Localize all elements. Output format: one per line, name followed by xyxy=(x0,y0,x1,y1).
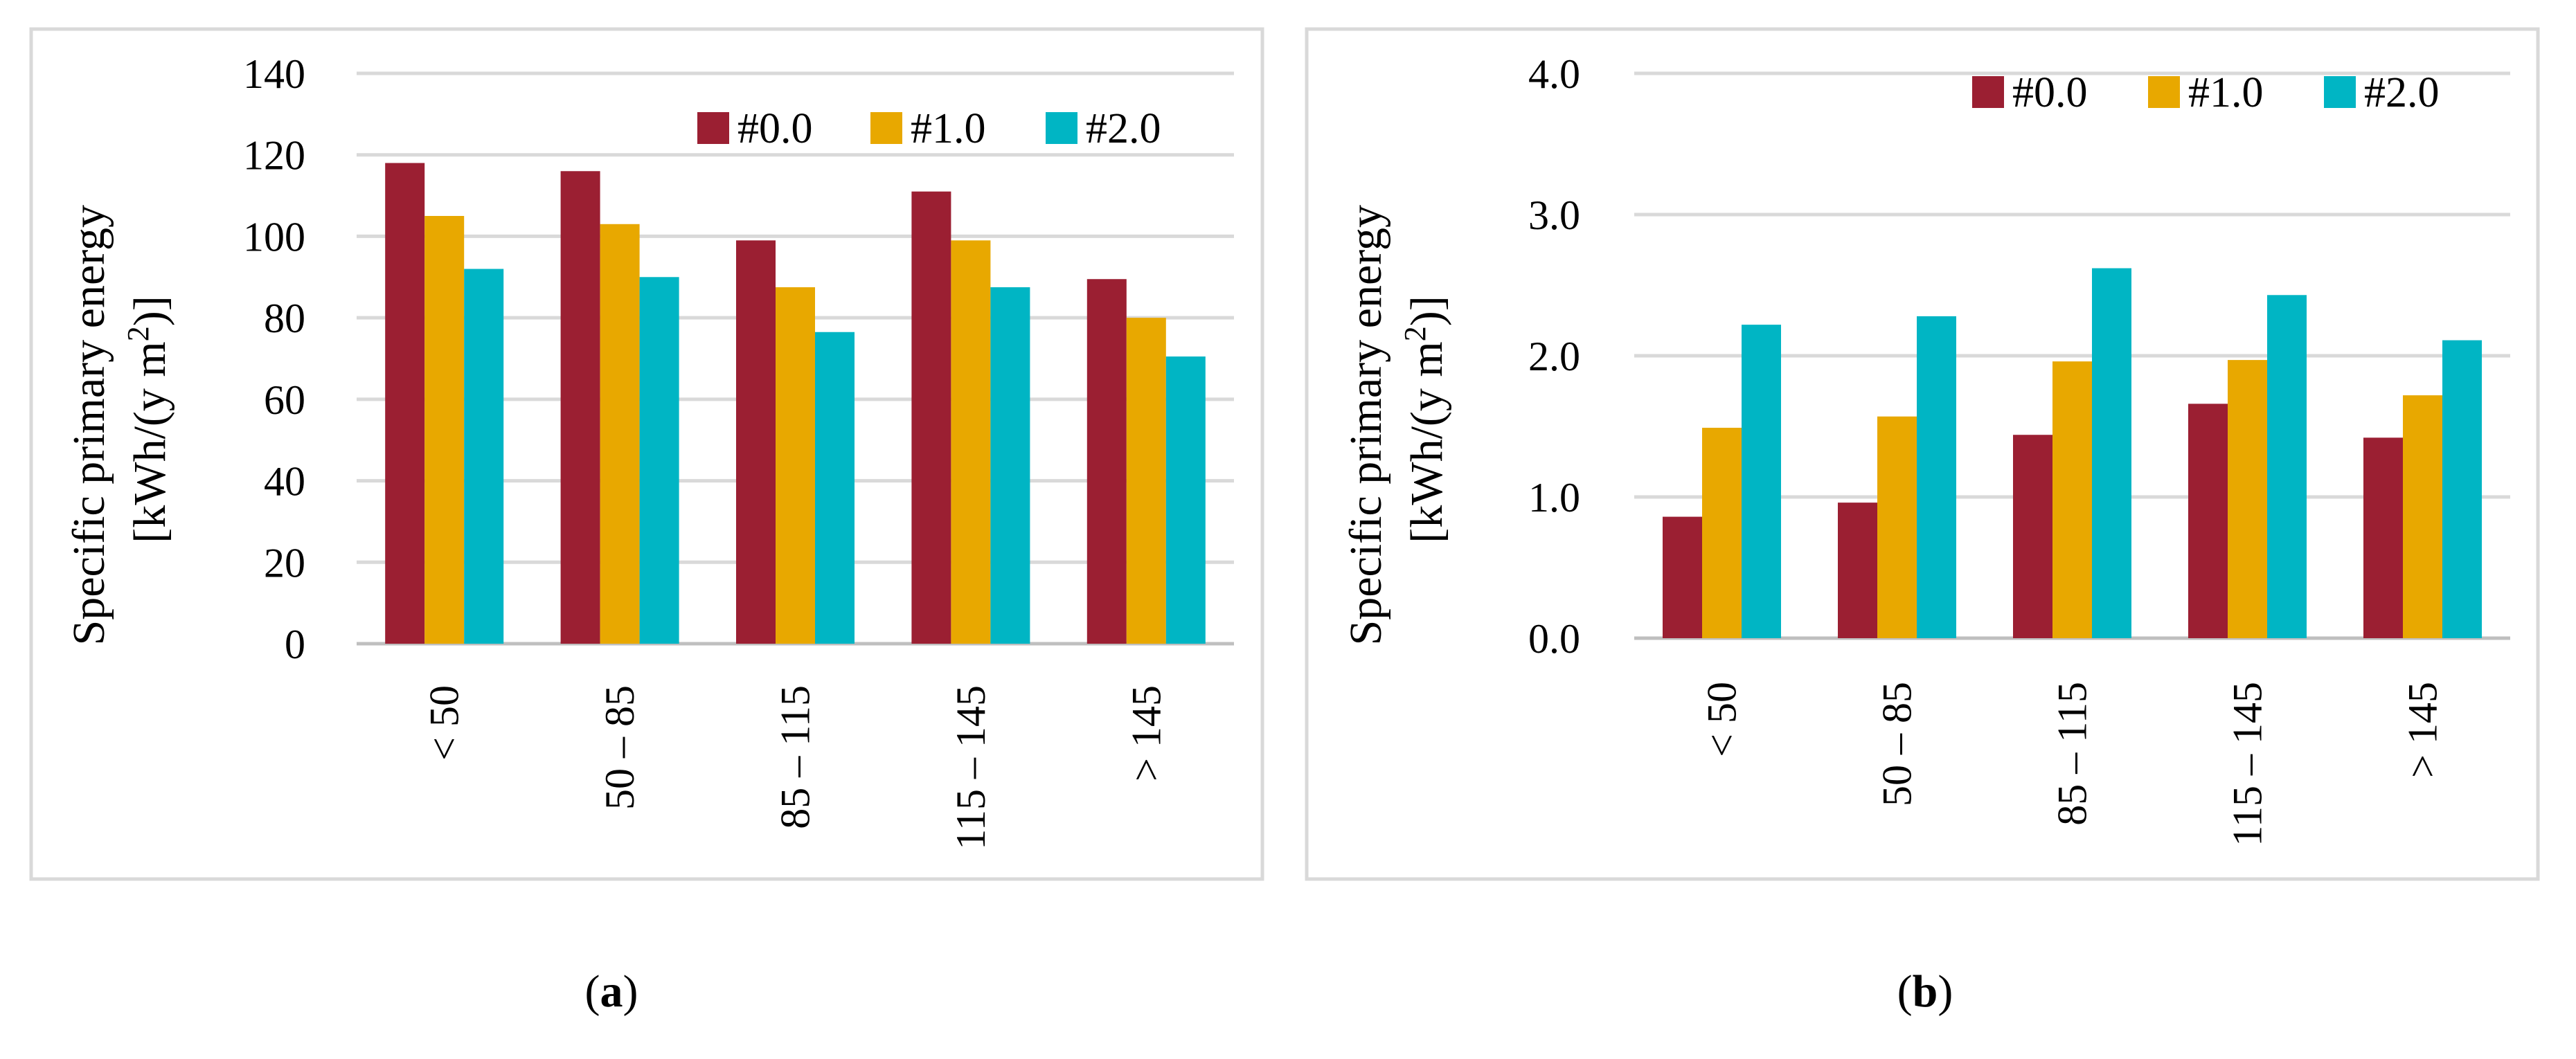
chart-b-ytick-label: 4.0 xyxy=(1528,51,1580,97)
legend-label-a-2: #2.0 xyxy=(1086,105,1161,152)
chart-a-ytick-label: 0 xyxy=(285,622,305,667)
bar-b-series-1-cat-4 xyxy=(2403,395,2442,638)
chart-a-xtick-label: 115 – 145 xyxy=(948,685,994,850)
bar-b-series-2-cat-1 xyxy=(1917,316,1956,638)
bar-a-series-1-cat-1 xyxy=(600,224,640,644)
legend-label-b-0: #0.0 xyxy=(2012,69,2088,116)
chart-b-ylabel-line1: Specific primary energy xyxy=(1341,205,1391,646)
chart-b-ytick-label: 2.0 xyxy=(1528,334,1580,379)
bar-b-series-1-cat-2 xyxy=(2052,361,2092,638)
chart-a-ylabel: Specific primary energy [kWh/(y m2)] xyxy=(64,193,175,645)
panel-label-a-letter: a xyxy=(600,966,623,1017)
chart-b-xtick-label: 50 – 85 xyxy=(1875,682,1920,806)
chart-b-ytick-label: 0.0 xyxy=(1528,616,1580,662)
chart-b-bars xyxy=(1663,268,2482,638)
bar-a-series-2-cat-0 xyxy=(464,269,504,644)
legend-label-b-2: #2.0 xyxy=(2364,69,2440,116)
chart-b-ylabel-sup: 2 xyxy=(1398,326,1432,341)
bar-a-series-2-cat-1 xyxy=(639,277,679,644)
chart-a-xtick-label: < 50 xyxy=(422,685,467,761)
bar-a-series-1-cat-0 xyxy=(424,216,465,644)
chart-a: 0 20 40 60 80 100 120 140 < 50 50 – 85 85 – 115 11… xyxy=(29,27,1264,881)
chart-b: 0.0 1.0 2.0 3.0 4.0 < 50 50 – 85 85 – 115 115 –… xyxy=(1305,27,2540,881)
chart-b-ylabel-line2-pre: [kWh/(y m xyxy=(1402,341,1452,543)
bar-a-series-0-cat-3 xyxy=(911,191,951,644)
legend-label-a-0: #0.0 xyxy=(737,105,813,152)
bar-a-series-2-cat-2 xyxy=(815,332,855,644)
chart-a-xtick-labels: < 50 50 – 85 85 – 115 115 – 145 > 145 xyxy=(422,685,1170,850)
chart-b-xtick-label: < 50 xyxy=(1699,682,1745,757)
chart-a-ylabel-line2-post: )] xyxy=(125,296,175,326)
chart-a-ylabel-line1: Specific primary energy xyxy=(64,205,114,646)
bar-b-series-0-cat-0 xyxy=(1663,516,1702,638)
bar-b-series-2-cat-2 xyxy=(2092,268,2131,638)
chart-a-ylabel-line2: [kWh/(y m2)] xyxy=(121,296,175,543)
panel-label-b: (b) xyxy=(1856,966,1994,1018)
chart-b-xtick-label: 115 – 145 xyxy=(2225,682,2271,847)
chart-a-ytick-label: 100 xyxy=(243,214,305,260)
bar-b-series-1-cat-3 xyxy=(2228,360,2267,638)
panel-label-a: (a) xyxy=(542,966,681,1018)
panel-label-b-open: ( xyxy=(1897,966,1913,1017)
chart-b-legend: #0.0 #1.0 #2.0 xyxy=(1972,69,2440,116)
chart-a-ytick-label: 120 xyxy=(243,133,305,179)
bar-a-series-1-cat-3 xyxy=(951,240,991,644)
legend-swatch-a-2 xyxy=(1046,112,1077,144)
chart-b-ytick-label: 3.0 xyxy=(1528,192,1580,238)
bar-a-series-2-cat-3 xyxy=(990,287,1030,644)
bar-a-series-1-cat-2 xyxy=(776,287,815,644)
bar-b-series-2-cat-4 xyxy=(2442,340,2482,638)
legend-swatch-b-2 xyxy=(2324,76,2356,108)
bar-a-series-2-cat-4 xyxy=(1165,356,1206,644)
chart-a-xtick-label: 50 – 85 xyxy=(597,685,643,810)
bar-a-series-0-cat-0 xyxy=(385,163,425,644)
legend-swatch-a-1 xyxy=(870,112,902,144)
legend-label-b-1: #1.0 xyxy=(2188,69,2264,116)
chart-a-ytick-labels: 0 20 40 60 80 100 120 140 xyxy=(243,51,305,667)
chart-b-xtick-label: 85 – 115 xyxy=(2050,682,2095,826)
chart-a-bars xyxy=(385,163,1206,644)
bar-b-series-0-cat-1 xyxy=(1838,503,1877,638)
bar-b-series-1-cat-1 xyxy=(1877,416,1917,638)
bar-b-series-1-cat-0 xyxy=(1702,428,1742,638)
chart-a-legend: #0.0 #1.0 #2.0 xyxy=(697,105,1161,152)
chart-a-ylabel-sup: 2 xyxy=(121,326,155,341)
chart-b-ytick-labels: 0.0 1.0 2.0 3.0 4.0 xyxy=(1528,51,1580,662)
panel-label-a-close: ) xyxy=(623,966,638,1017)
chart-a-ylabel-line2-pre: [kWh/(y m xyxy=(125,341,175,543)
bar-a-series-0-cat-2 xyxy=(736,240,776,644)
bar-b-series-0-cat-3 xyxy=(2188,404,2228,638)
chart-a-xtick-label: > 145 xyxy=(1123,685,1169,781)
chart-a-ytick-label: 40 xyxy=(264,459,305,505)
chart-a-ytick-label: 140 xyxy=(243,51,305,97)
panel-label-b-letter: b xyxy=(1912,966,1938,1017)
bar-a-series-0-cat-4 xyxy=(1086,279,1127,644)
chart-b-ylabel: Specific primary energy [kWh/(y m2)] xyxy=(1341,193,1452,645)
panel-label-b-close: ) xyxy=(1938,966,1953,1017)
chart-b-ylabel-line2-post: )] xyxy=(1402,296,1452,326)
panel-label-a-open: ( xyxy=(584,966,600,1017)
bar-b-series-0-cat-2 xyxy=(2013,435,2052,638)
bar-b-series-2-cat-0 xyxy=(1742,325,1781,638)
chart-b-ylabel-line2: [kWh/(y m2)] xyxy=(1398,296,1452,543)
bar-b-series-0-cat-4 xyxy=(2363,437,2403,638)
chart-b-xtick-labels: < 50 50 – 85 85 – 115 115 – 145 > 145 xyxy=(1699,682,2446,847)
bar-a-series-1-cat-4 xyxy=(1126,318,1166,644)
legend-swatch-a-0 xyxy=(697,112,729,144)
chart-a-ytick-label: 60 xyxy=(264,377,305,423)
legend-label-a-1: #1.0 xyxy=(911,105,986,152)
legend-swatch-b-0 xyxy=(1972,76,2004,108)
chart-b-ytick-label: 1.0 xyxy=(1528,475,1580,521)
bar-a-series-0-cat-1 xyxy=(560,171,600,644)
legend-swatch-b-1 xyxy=(2148,76,2180,108)
chart-b-xtick-label: > 145 xyxy=(2400,682,2446,778)
chart-a-ytick-label: 20 xyxy=(264,540,305,586)
chart-a-ytick-label: 80 xyxy=(264,296,305,341)
chart-a-xtick-label: 85 – 115 xyxy=(773,685,819,829)
bar-b-series-2-cat-3 xyxy=(2267,295,2307,638)
